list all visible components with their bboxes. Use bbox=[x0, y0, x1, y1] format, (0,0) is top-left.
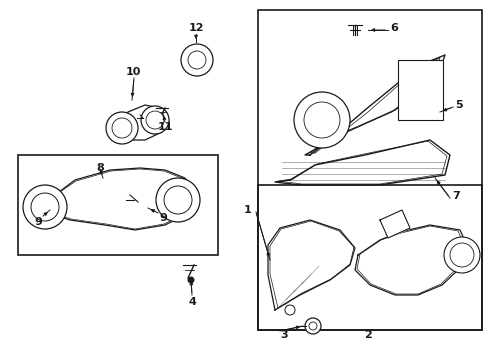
Bar bbox=[258, 185, 481, 330]
Polygon shape bbox=[354, 225, 467, 295]
Circle shape bbox=[23, 185, 67, 229]
Circle shape bbox=[141, 106, 169, 134]
Circle shape bbox=[187, 277, 194, 283]
Circle shape bbox=[106, 112, 138, 144]
Text: 9: 9 bbox=[34, 217, 42, 227]
Text: 10: 10 bbox=[125, 67, 141, 77]
Text: 8: 8 bbox=[96, 163, 103, 173]
Circle shape bbox=[112, 118, 132, 138]
Circle shape bbox=[156, 178, 200, 222]
Circle shape bbox=[305, 318, 320, 334]
Text: 12: 12 bbox=[188, 23, 203, 33]
Circle shape bbox=[304, 102, 339, 138]
Text: 9: 9 bbox=[159, 213, 166, 223]
Circle shape bbox=[31, 193, 59, 221]
Polygon shape bbox=[274, 140, 449, 185]
Polygon shape bbox=[379, 210, 409, 238]
Polygon shape bbox=[112, 105, 168, 140]
Text: 5: 5 bbox=[454, 100, 462, 110]
Text: 7: 7 bbox=[451, 191, 459, 201]
Circle shape bbox=[449, 243, 473, 267]
Circle shape bbox=[308, 322, 316, 330]
Text: 11: 11 bbox=[157, 122, 172, 132]
Text: 6: 6 bbox=[389, 23, 397, 33]
Circle shape bbox=[187, 51, 205, 69]
Circle shape bbox=[443, 237, 479, 273]
Polygon shape bbox=[305, 55, 444, 155]
Circle shape bbox=[181, 44, 213, 76]
Circle shape bbox=[146, 111, 163, 129]
Circle shape bbox=[285, 305, 294, 315]
Bar bbox=[397, 60, 442, 120]
Circle shape bbox=[163, 186, 192, 214]
Text: 3: 3 bbox=[280, 330, 287, 340]
Text: 4: 4 bbox=[188, 297, 196, 307]
Bar bbox=[258, 10, 481, 330]
Polygon shape bbox=[267, 220, 354, 310]
Bar bbox=[18, 155, 218, 255]
Text: 2: 2 bbox=[364, 330, 371, 340]
Text: 1: 1 bbox=[244, 205, 251, 215]
Circle shape bbox=[293, 92, 349, 148]
Polygon shape bbox=[38, 168, 195, 230]
